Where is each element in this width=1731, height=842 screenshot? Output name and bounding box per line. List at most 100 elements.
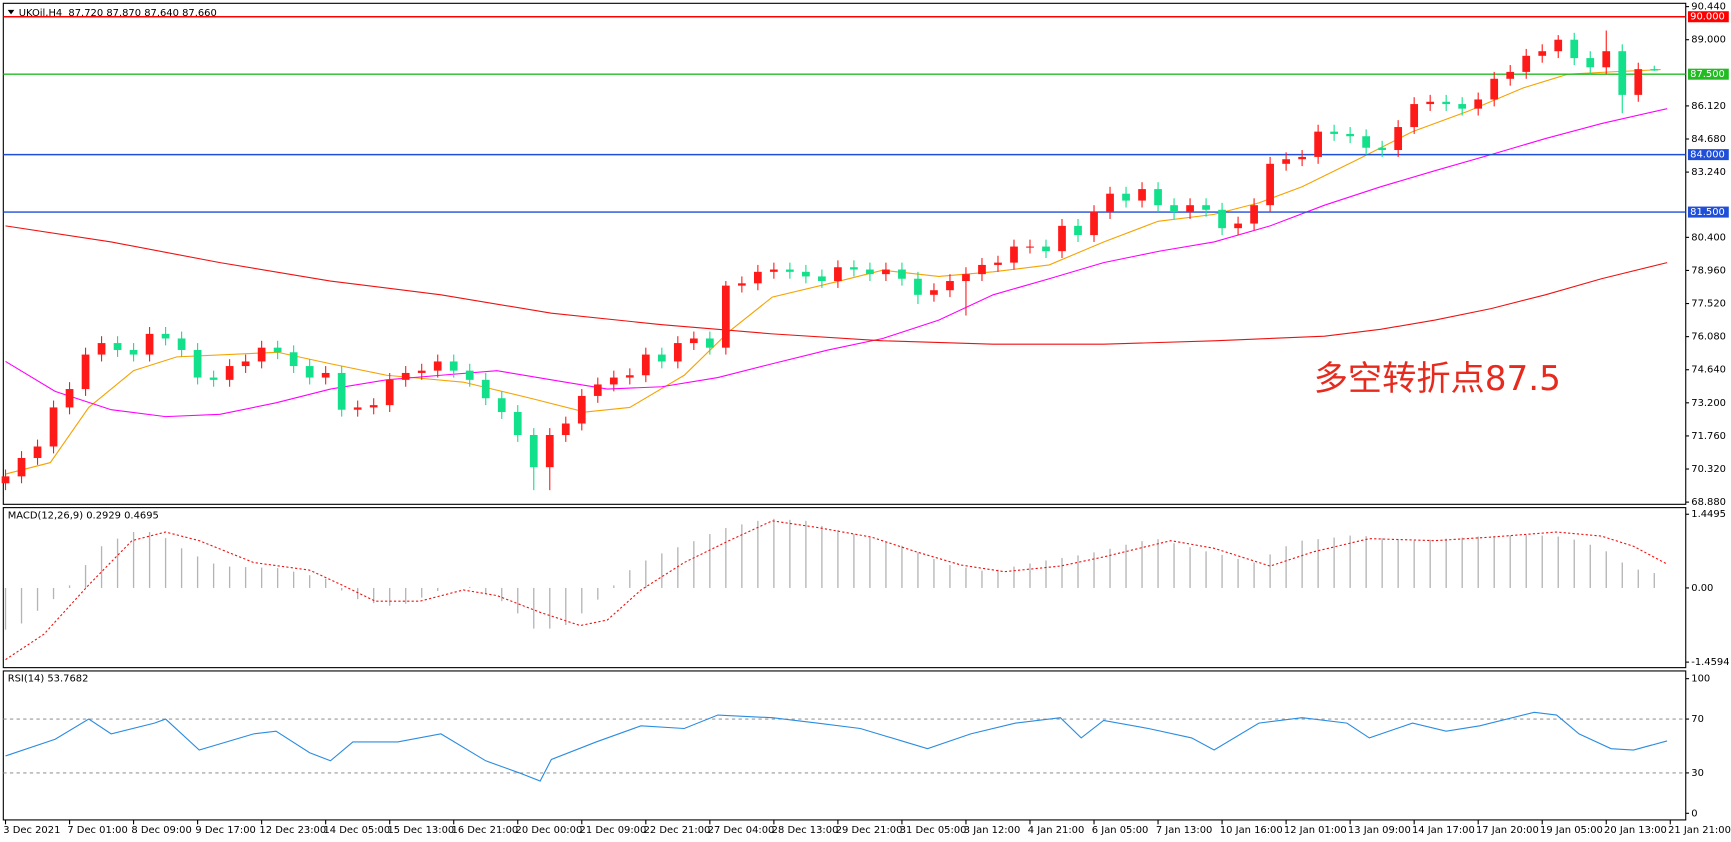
y-tick-label: 86.120 <box>1691 101 1726 112</box>
candle-body <box>465 370 474 380</box>
candle-body <box>529 435 538 468</box>
y-tick-label: 90.440 <box>1691 2 1726 13</box>
candle-body <box>1634 69 1643 95</box>
level-label: 81.500 <box>1690 207 1725 218</box>
candle-body <box>97 343 106 355</box>
x-tick-label: 14 Jan 17:00 <box>1412 825 1475 836</box>
candle-body <box>1378 147 1387 151</box>
candle-body <box>1122 193 1130 201</box>
macd-signal <box>5 520 1668 661</box>
y-tick-label: 73.200 <box>1691 398 1726 409</box>
candle-body <box>1106 193 1114 213</box>
candle-body <box>641 354 650 376</box>
candle-body <box>1442 101 1451 105</box>
y-tick-label: 1.4495 <box>1691 509 1726 520</box>
candle-body <box>193 349 202 378</box>
candle-body <box>1010 246 1018 263</box>
candle-body <box>850 267 858 270</box>
x-tick-label: 12 Jan 01:00 <box>1284 825 1347 836</box>
candle-body <box>545 435 554 468</box>
candle-body <box>513 412 522 436</box>
rsi-line <box>5 711 1668 782</box>
candle-body <box>1506 71 1515 79</box>
candle-body <box>962 274 970 282</box>
y-tick-label: 68.880 <box>1691 497 1726 508</box>
candle-body <box>161 333 170 339</box>
candle-body <box>834 267 842 282</box>
rsi-panel-frame <box>2 670 1687 821</box>
candle-body <box>705 338 714 348</box>
level-label: 90.000 <box>1690 12 1725 23</box>
candle-body <box>1570 39 1579 59</box>
candle-body <box>417 370 426 373</box>
y-tick-label: -1.4594 <box>1691 657 1729 668</box>
candle-body <box>1314 131 1322 157</box>
candle-body <box>689 338 698 344</box>
candle-body <box>1266 163 1274 206</box>
x-tick-label: 19 Jan 05:00 <box>1540 825 1603 836</box>
candle-body <box>1410 104 1419 128</box>
x-tick-label: 7 Jan 13:00 <box>1156 825 1213 836</box>
x-tick-label: 12 Dec 23:00 <box>259 825 326 836</box>
y-tick-label: 78.960 <box>1691 265 1726 276</box>
x-tick-label: 9 Dec 17:00 <box>195 825 255 836</box>
candle-body <box>978 264 986 275</box>
candle-body <box>882 269 890 275</box>
candle-body <box>1618 51 1627 95</box>
candle-body <box>321 372 330 378</box>
candle-body <box>1026 246 1034 248</box>
candle-body <box>1394 127 1403 151</box>
candle-body <box>1426 101 1435 105</box>
moving-average <box>5 225 1668 345</box>
candle-body <box>721 285 730 348</box>
candle-body <box>1042 246 1050 252</box>
macd-title: MACD(12,26,9) 0.2929 0.4695 <box>8 510 159 521</box>
candle-body <box>930 290 938 295</box>
level-label-box <box>1687 68 1729 80</box>
candle-body <box>497 398 506 413</box>
x-tick-label: 15 Dec 13:00 <box>387 825 454 836</box>
candle-body <box>1522 55 1531 72</box>
candle-body <box>1 476 10 484</box>
y-tick-label: 80.400 <box>1691 232 1726 243</box>
y-tick-label: 83.240 <box>1691 167 1726 178</box>
candle-body <box>737 283 746 286</box>
x-tick-label: 3 Dec 2021 <box>3 825 60 836</box>
x-tick-label: 27 Dec 04:00 <box>708 825 775 836</box>
candle-body <box>1362 136 1371 148</box>
candle-body <box>289 352 298 367</box>
candle-body <box>673 343 682 362</box>
macd-panel-frame <box>2 507 1687 669</box>
candle-body <box>577 395 586 424</box>
candle-body <box>1074 225 1082 236</box>
y-tick-label: 74.640 <box>1691 365 1726 376</box>
candle-body <box>754 271 762 284</box>
candle-body <box>946 281 954 291</box>
candle-body <box>145 333 154 355</box>
candle-body <box>1602 51 1611 68</box>
candle-body <box>433 361 442 371</box>
candle-body <box>914 278 922 295</box>
candle-body <box>49 407 58 447</box>
candle-body <box>1170 205 1178 213</box>
candle-body <box>369 405 378 408</box>
x-tick-label: 21 Jan 21:00 <box>1668 825 1731 836</box>
candle-body <box>1250 205 1258 224</box>
candle-body <box>1554 39 1563 52</box>
x-tick-label: 22 Dec 21:00 <box>644 825 711 836</box>
x-tick-label: 7 Dec 01:00 <box>67 825 127 836</box>
moving-average <box>5 108 1668 418</box>
x-tick-label: 4 Jan 21:00 <box>1028 825 1085 836</box>
candle-body <box>1346 133 1354 137</box>
candle-body <box>241 361 250 367</box>
rsi-title: RSI(14) 53.7682 <box>8 674 89 685</box>
symbol-title: UKOil,H4 <box>19 8 62 19</box>
candle-body <box>353 407 362 410</box>
x-tick-label: 6 Jan 05:00 <box>1092 825 1149 836</box>
candle-body <box>1234 223 1242 229</box>
x-tick-label: 21 Dec 09:00 <box>580 825 647 836</box>
candle-body <box>1474 99 1483 109</box>
x-tick-label: 14 Dec 05:00 <box>323 825 390 836</box>
